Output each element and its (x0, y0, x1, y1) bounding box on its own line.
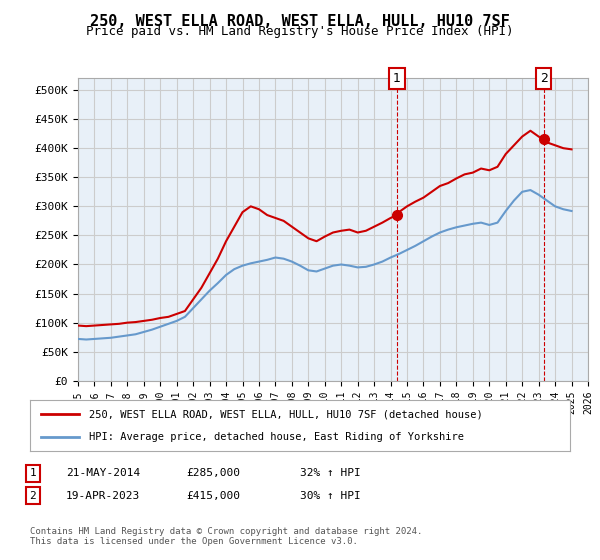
Text: 1: 1 (393, 72, 401, 85)
Text: 2: 2 (29, 491, 37, 501)
Text: 19-APR-2023: 19-APR-2023 (66, 491, 140, 501)
Text: 250, WEST ELLA ROAD, WEST ELLA, HULL, HU10 7SF: 250, WEST ELLA ROAD, WEST ELLA, HULL, HU… (90, 14, 510, 29)
Text: Contains HM Land Registry data © Crown copyright and database right 2024.
This d: Contains HM Land Registry data © Crown c… (30, 526, 422, 546)
Text: 250, WEST ELLA ROAD, WEST ELLA, HULL, HU10 7SF (detached house): 250, WEST ELLA ROAD, WEST ELLA, HULL, HU… (89, 409, 483, 419)
Text: Price paid vs. HM Land Registry's House Price Index (HPI): Price paid vs. HM Land Registry's House … (86, 25, 514, 38)
Text: 32% ↑ HPI: 32% ↑ HPI (300, 468, 361, 478)
Text: 21-MAY-2014: 21-MAY-2014 (66, 468, 140, 478)
Text: £415,000: £415,000 (186, 491, 240, 501)
Text: 30% ↑ HPI: 30% ↑ HPI (300, 491, 361, 501)
Text: 2: 2 (539, 72, 548, 85)
Text: HPI: Average price, detached house, East Riding of Yorkshire: HPI: Average price, detached house, East… (89, 432, 464, 442)
Text: 1: 1 (29, 468, 37, 478)
Text: £285,000: £285,000 (186, 468, 240, 478)
